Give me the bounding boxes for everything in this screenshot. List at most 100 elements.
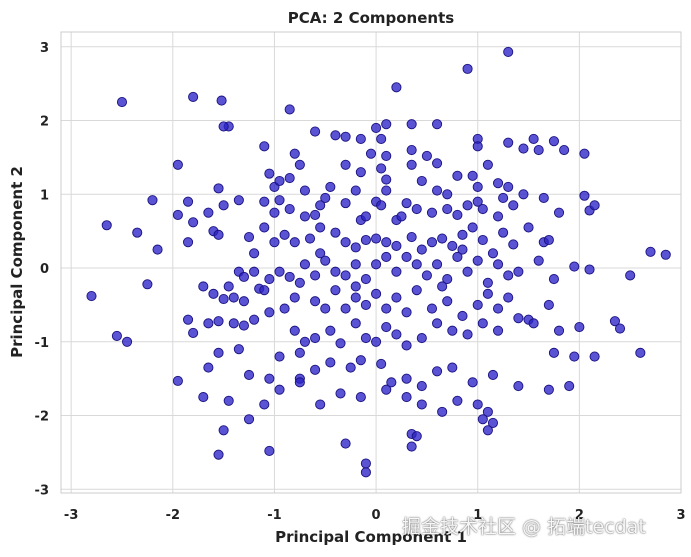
scatter-point	[340, 438, 351, 449]
scatter-point	[503, 181, 514, 192]
scatter-point	[213, 449, 224, 460]
scatter-point	[401, 251, 412, 263]
scatter-point	[360, 234, 371, 246]
scatter-point	[340, 131, 351, 142]
scatter-point	[452, 209, 463, 220]
scatter-point	[116, 97, 128, 108]
scatter-point	[528, 318, 539, 329]
scatter-point	[310, 270, 321, 281]
scatter-point	[310, 364, 321, 375]
scatter-point	[269, 237, 280, 248]
scatter-point	[472, 141, 483, 152]
scatter-point	[259, 196, 270, 207]
scatter-point	[188, 91, 199, 102]
scatter-point	[310, 209, 321, 220]
scatter-point	[503, 270, 514, 281]
scatter-point	[350, 292, 361, 303]
scatter-point	[310, 126, 321, 137]
scatter-point	[249, 248, 260, 259]
scatter-point	[416, 175, 427, 187]
scatter-point	[304, 233, 316, 244]
scatter-point	[371, 122, 382, 133]
scatter-point	[396, 211, 407, 222]
scatter-point	[457, 310, 468, 322]
y-tick-label: -1	[35, 336, 49, 351]
scatter-point	[472, 255, 483, 266]
scatter-point	[437, 406, 448, 417]
scatter-point	[432, 259, 443, 270]
scatter-point	[401, 198, 412, 209]
scatter-point	[299, 211, 310, 222]
scatter-point	[289, 237, 300, 248]
scatter-point	[315, 222, 326, 233]
scatter-point	[391, 329, 402, 340]
scatter-point	[406, 144, 417, 156]
scatter-point	[492, 303, 504, 314]
scatter-point	[350, 242, 361, 253]
scatter-point	[416, 333, 427, 344]
scatter-point	[355, 355, 366, 366]
data-points	[86, 46, 671, 478]
scatter-point	[340, 270, 351, 281]
scatter-point	[315, 200, 326, 211]
scatter-point	[259, 141, 270, 152]
scatter-point	[462, 266, 473, 277]
scatter-point	[203, 207, 214, 218]
scatter-point	[457, 244, 468, 255]
scatter-point	[609, 316, 620, 327]
scatter-point	[284, 172, 295, 184]
scatter-point	[513, 380, 524, 392]
y-tick-label: 1	[40, 188, 49, 203]
x-tick-label: 3	[676, 508, 685, 523]
scatter-point	[274, 195, 285, 206]
scatter-point	[335, 388, 346, 399]
y-tick-labels: -3 -2 -1 0 1 2 3	[35, 41, 49, 499]
scatter-point	[391, 292, 402, 303]
x-tick-label: -3	[64, 508, 78, 523]
scatter-point	[294, 277, 305, 288]
scatter-point	[294, 347, 305, 358]
scatter-point	[472, 196, 483, 207]
scatter-point	[213, 316, 224, 327]
scatter-point	[355, 167, 366, 178]
scatter-point	[299, 259, 310, 270]
scatter-point	[172, 209, 183, 220]
scatter-point	[391, 266, 402, 277]
scatter-point	[182, 314, 194, 325]
scatter-point	[401, 373, 412, 384]
scatter-point	[401, 340, 412, 351]
scatter-point	[548, 274, 560, 285]
chart-title: PCA: 2 Components	[288, 9, 454, 27]
scatter-point	[482, 288, 493, 299]
scatter-point	[381, 119, 392, 130]
scatter-point	[518, 143, 529, 154]
scatter-point	[421, 270, 432, 281]
scatter-point	[381, 303, 392, 314]
scatter-point	[284, 203, 295, 215]
x-tick-label: 2	[575, 508, 584, 523]
scatter-point	[660, 249, 671, 260]
scatter-point	[132, 227, 143, 238]
y-tick-label: -2	[35, 410, 49, 425]
scatter-point	[243, 232, 255, 243]
scatter-point	[381, 185, 392, 196]
scatter-point	[299, 336, 310, 347]
scatter-point	[360, 458, 371, 469]
scatter-point	[406, 232, 417, 243]
scatter-point	[569, 261, 580, 272]
scatter-point	[289, 148, 300, 159]
scatter-point	[452, 251, 463, 263]
scatter-point	[376, 163, 387, 174]
scatter-point	[330, 227, 341, 238]
scatter-point	[543, 384, 554, 395]
scatter-point	[325, 357, 336, 368]
scatter-point	[365, 148, 377, 159]
scatter-point	[350, 185, 361, 196]
scatter-point	[498, 192, 509, 204]
scatter-point	[416, 244, 427, 255]
scatter-point	[437, 281, 448, 292]
scatter-point	[381, 321, 392, 333]
scatter-point	[508, 239, 519, 250]
scatter-point	[569, 351, 580, 362]
